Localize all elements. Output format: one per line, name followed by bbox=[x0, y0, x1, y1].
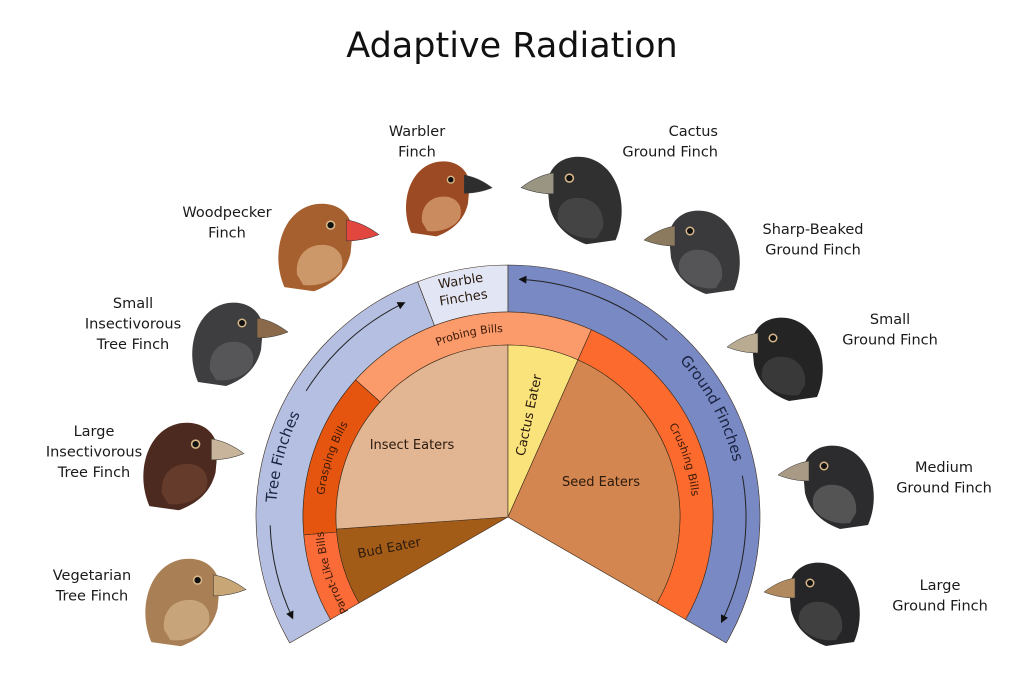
bird-eye bbox=[770, 335, 776, 341]
finch-name-label: Large bbox=[920, 578, 961, 594]
bird-beak bbox=[520, 172, 554, 195]
bird-eye bbox=[566, 175, 573, 182]
finch-head-illustration bbox=[145, 558, 247, 647]
finch-head-illustration bbox=[143, 422, 245, 511]
tree-finches-arrow-down bbox=[269, 525, 294, 620]
bird-throat-shading bbox=[761, 356, 806, 396]
bird-beak bbox=[643, 225, 676, 247]
finch-name-label: Cactus bbox=[669, 124, 718, 140]
bird-beak bbox=[777, 460, 810, 482]
finch-name-label: Ground Finch bbox=[622, 145, 718, 161]
finch-name-label: Tree Finch bbox=[55, 589, 129, 605]
tree-finches-arrow-up bbox=[305, 302, 406, 392]
bird-throat-shading bbox=[296, 244, 343, 286]
seed-eaters-label: Seed Eaters bbox=[562, 475, 640, 490]
page-title: Adaptive Radiation bbox=[346, 26, 677, 66]
bird-beak bbox=[346, 219, 380, 242]
finch-head-illustration bbox=[406, 161, 493, 237]
finch-name-label: Insectivorous bbox=[85, 317, 181, 333]
ground-finches-arrow-down bbox=[720, 475, 747, 624]
finch-name-label: Small bbox=[113, 296, 153, 312]
finch-head-illustration bbox=[643, 210, 740, 294]
bird-beak bbox=[726, 332, 759, 354]
bird-eye bbox=[687, 228, 693, 234]
finch-name-label: Woodpecker bbox=[182, 205, 271, 221]
bird-throat-shading bbox=[798, 601, 843, 641]
insect-eaters-segment bbox=[335, 344, 509, 530]
bird-eye bbox=[327, 222, 334, 229]
finch-name-label: Insectivorous bbox=[46, 445, 142, 461]
warble-finches-label-line: Warble bbox=[437, 271, 484, 293]
finch-head-illustration bbox=[777, 445, 874, 529]
finch-name-label: Ground Finch bbox=[765, 243, 861, 259]
finch-name-label: Ground Finch bbox=[892, 599, 988, 615]
bird-beak bbox=[763, 577, 796, 599]
seed-eaters-segment bbox=[507, 359, 681, 604]
bird-beak bbox=[256, 317, 289, 339]
bird-eye bbox=[448, 177, 454, 183]
bird-beak bbox=[213, 574, 247, 597]
bird-throat-shading bbox=[812, 484, 857, 524]
ground-finches-arrow-up bbox=[518, 275, 668, 341]
finch-name-label: Medium bbox=[915, 460, 973, 476]
bird-throat-shading bbox=[421, 196, 461, 232]
finch-head-illustration bbox=[763, 562, 860, 646]
bird-eye bbox=[194, 577, 201, 584]
finch-head-illustration bbox=[192, 302, 289, 386]
finch-name-label: Tree Finch bbox=[57, 465, 131, 481]
finch-name-label: Large bbox=[74, 424, 115, 440]
bird-eye bbox=[821, 463, 827, 469]
bird-throat-shading bbox=[209, 341, 254, 381]
finch-name-label: Sharp-Beaked bbox=[763, 222, 864, 238]
bird-eye bbox=[807, 580, 813, 586]
insect-eaters-label: Insect Eaters bbox=[370, 438, 455, 453]
finch-name-label: Ground Finch bbox=[896, 481, 992, 497]
bird-throat-shading bbox=[557, 197, 604, 239]
finch-name-label: Finch bbox=[208, 226, 246, 242]
bird-beak bbox=[211, 438, 245, 461]
finch-birds: Vegetarian Tree Finch Large Insectivorous Tr… bbox=[46, 124, 992, 647]
bird-throat-shading bbox=[678, 249, 723, 289]
finch-name-label: Ground Finch bbox=[842, 333, 938, 349]
finch-name-label: Tree Finch bbox=[96, 337, 170, 353]
bird-beak bbox=[464, 174, 493, 194]
finch-head-illustration bbox=[278, 203, 380, 292]
bird-eye bbox=[192, 441, 199, 448]
bird-eye bbox=[239, 320, 245, 326]
finch-head-illustration bbox=[726, 317, 823, 401]
finch-name-label: Small bbox=[870, 312, 910, 328]
finch-name-label: Finch bbox=[398, 145, 436, 161]
finch-head-illustration bbox=[520, 156, 622, 245]
bird-throat-shading bbox=[163, 599, 210, 641]
finch-name-label: Warbler bbox=[389, 124, 445, 140]
bird-throat-shading bbox=[161, 463, 208, 505]
finch-name-label: Vegetarian bbox=[53, 568, 131, 584]
